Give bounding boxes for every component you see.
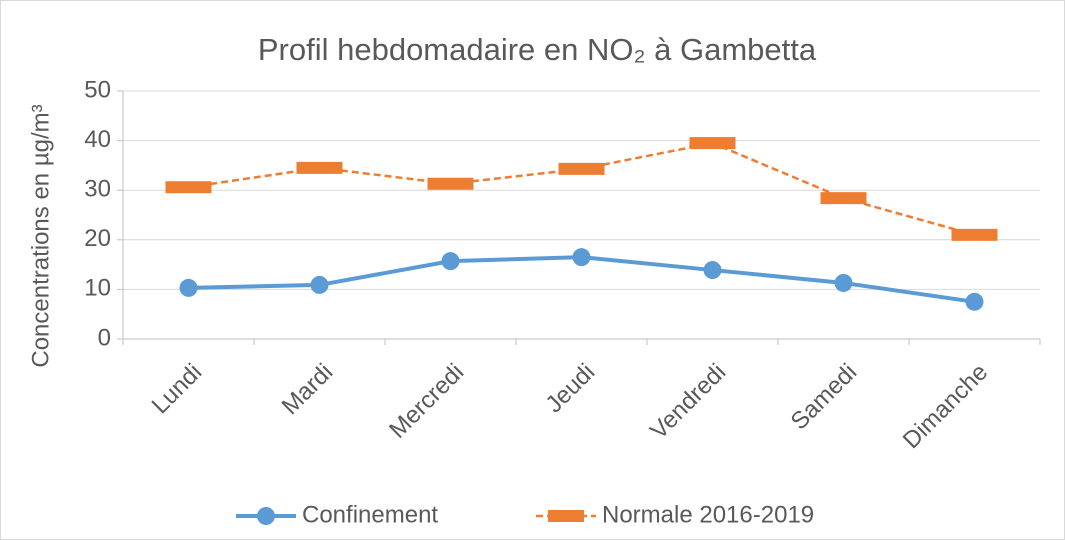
point: [820, 192, 867, 205]
legend-marker: [548, 510, 584, 522]
legend-label: Normale 2016-2019: [602, 501, 814, 528]
point: [427, 177, 474, 190]
y-tick-label: 40: [84, 126, 111, 153]
point: [965, 292, 984, 311]
legend-label: Confinement: [302, 501, 438, 528]
point: [441, 252, 460, 271]
point: [703, 261, 722, 280]
legend-marker: [257, 507, 275, 525]
point: [951, 228, 998, 241]
y-tick-label: 0: [98, 324, 111, 351]
point: [558, 162, 605, 175]
point: [689, 137, 736, 150]
y-tick-label: 50: [84, 76, 111, 103]
point: [310, 275, 329, 294]
y-axis-label: Concentrations en µg/m³: [27, 104, 54, 367]
y-tick-label: 10: [84, 275, 111, 302]
point: [834, 273, 853, 292]
y-tick-label: 30: [84, 176, 111, 203]
point: [165, 181, 212, 194]
chart-title: Profil hebdomadaire en NO₂ à Gambetta: [258, 32, 817, 67]
point: [179, 278, 198, 297]
y-tick-label: 20: [84, 225, 111, 252]
point: [572, 248, 591, 267]
point: [296, 161, 343, 174]
